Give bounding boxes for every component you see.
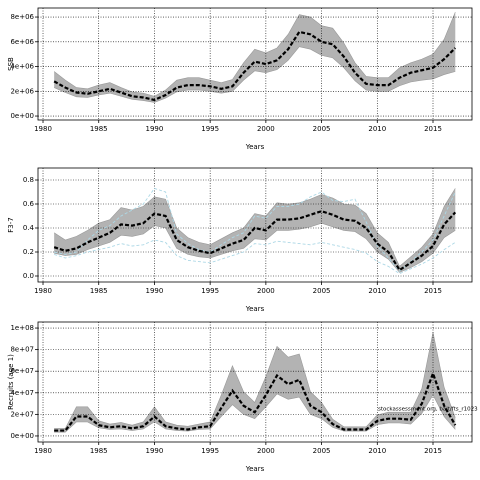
x-tick-label: 1985 [90,125,108,133]
x-tick-label: 1985 [90,447,108,455]
plot-frame [37,167,473,283]
x-tick-label: 2000 [257,125,275,133]
x-axis-label: Years [245,465,265,473]
band-edge [53,11,456,97]
estimate-line [53,30,457,102]
estimate-line [54,370,457,432]
y-tick-label: 0.4 [23,224,35,232]
y-tick-label: 6e+07 [10,367,34,375]
x-tick-label: 2010 [368,125,386,133]
x-tick-label: 1980 [34,125,52,133]
y-tick-label: 4e+07 [10,389,34,397]
x-tick-label: 1980 [34,447,52,455]
x-axis-label: Years [245,305,265,313]
x-tick-label: 2005 [313,287,331,295]
y-axis-label: F3-7 [7,217,15,232]
x-tick-label: 1990 [146,287,164,295]
y-tick-label: 8e+07 [10,346,34,354]
estimate-line [53,210,457,272]
confidence-band [54,12,456,103]
confidence-band [54,332,456,433]
simulation-line [54,187,456,272]
y-tick-label: 2e+07 [10,410,34,418]
y-tick-label: 2e+06 [10,87,34,95]
plot-frame [37,321,473,443]
y-tick-label: 0.6 [23,200,35,208]
confidence-band [54,188,456,273]
x-tick-label: 2005 [313,125,331,133]
y-tick-label: 0e+00 [10,432,34,440]
x-tick-label: 1985 [90,287,108,295]
x-tick-label: 1995 [201,287,219,295]
x-tick-label: 2015 [424,287,442,295]
y-tick-label: 0.8 [23,176,34,184]
y-axis-label: SSB [7,57,15,71]
y-tick-label: 6e+06 [10,38,34,46]
band-edge [54,332,456,429]
x-tick-label: 1995 [201,125,219,133]
x-tick-label: 2010 [368,447,386,455]
x-tick-label: 2015 [424,125,442,133]
y-tick-label: 0.0 [23,272,34,280]
y-tick-label: 0.2 [23,248,34,256]
y-tick-label: 8e+06 [10,13,34,21]
x-tick-label: 1995 [201,447,219,455]
y-tick-label: 1e+08 [10,324,34,332]
y-tick-label: 0e+00 [10,112,34,120]
x-tick-label: 1980 [34,287,52,295]
x-tick-label: 1990 [146,125,164,133]
y-axis-label: Recruits (age 1) [7,354,15,410]
annotation: stockassessment.org, balt/fts_r1023 [378,407,478,413]
x-axis-label: Years [245,143,265,151]
x-tick-label: 2000 [257,447,275,455]
simulation-line [54,239,456,275]
x-tick-label: 1990 [146,447,164,455]
x-tick-label: 2005 [313,447,331,455]
band-edge [53,188,456,267]
band-edge [54,222,456,273]
band-edge [54,393,456,433]
y-tick-label: 4e+06 [10,63,34,71]
plot-frame [37,7,473,121]
x-tick-label: 2000 [257,287,275,295]
x-tick-label: 2010 [368,287,386,295]
x-tick-label: 2015 [424,447,442,455]
